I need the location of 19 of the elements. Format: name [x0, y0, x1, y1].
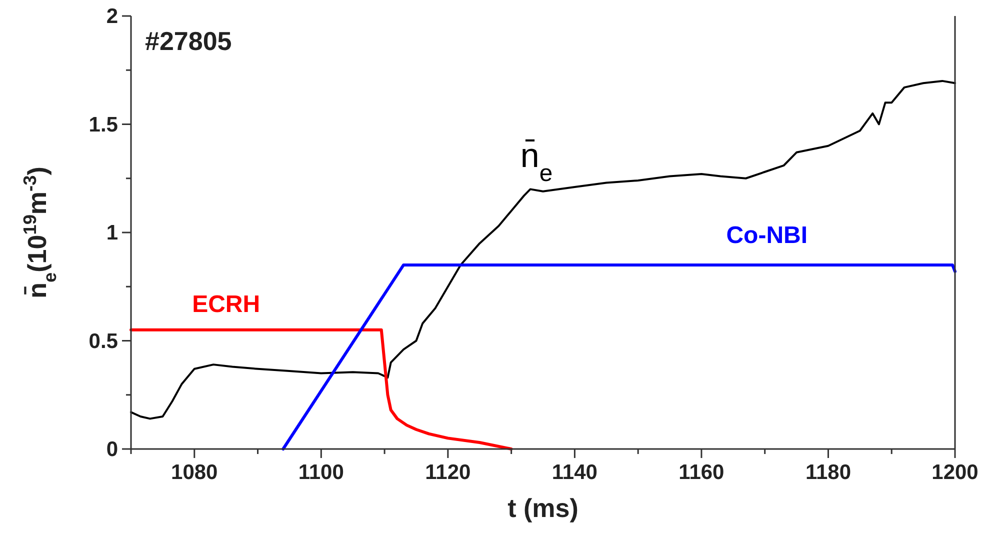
x-axis-title: t (ms): [508, 493, 578, 523]
annotation: #27805: [145, 26, 232, 56]
y-tick-label: 1: [106, 222, 118, 244]
x-tick-label: 1200: [932, 461, 978, 484]
series-label: ECRH: [192, 290, 260, 318]
series-label: n̄$_{e}$: [520, 137, 553, 187]
x-tick-label: 1100: [298, 461, 344, 484]
y-tick-label: 2: [106, 5, 118, 28]
y-tick-label: 0: [106, 438, 118, 461]
y-tick-label: 1.5: [88, 113, 118, 136]
x-tick-label: 1080: [171, 461, 218, 484]
series-label: Co-NBI: [726, 222, 808, 249]
x-tick-label: 1140: [552, 461, 598, 484]
line-series: [130, 80, 956, 420]
x-tick-label: 1120: [425, 461, 471, 484]
x-tick-label: 1160: [678, 461, 724, 484]
y-tick-label: 0.5: [88, 330, 118, 353]
x-tick-label: 1180: [805, 461, 852, 484]
line-series: [130, 328, 513, 450]
